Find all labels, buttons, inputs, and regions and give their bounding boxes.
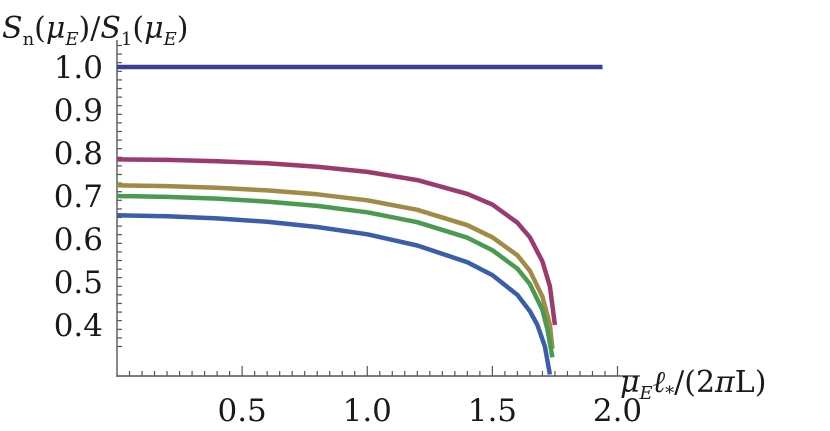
y-tick-label: 1.0 <box>54 50 103 86</box>
series-line-4 <box>116 213 553 375</box>
series-line-2 <box>116 183 555 349</box>
x-axis-label: μEℓ*/(2πL) <box>620 365 766 404</box>
y-ticks: 0.4 0.5 0.6 0.7 0.8 0.9 1.0 <box>54 44 122 348</box>
y-axis-label: Sn(μE)/S1(μE) <box>2 11 188 50</box>
y-tick-label: 0.8 <box>54 136 103 172</box>
y-tick-label: 0.9 <box>54 93 103 129</box>
series-line-1 <box>116 157 558 326</box>
series-line-3 <box>116 193 555 358</box>
y-tick-label: 0.4 <box>54 308 103 344</box>
series-layer <box>116 64 603 375</box>
x-tick-label: 1.0 <box>343 393 392 429</box>
x-tick-label: 0.5 <box>217 393 266 429</box>
y-tick-label: 0.7 <box>54 179 103 215</box>
y-tick-label: 0.5 <box>54 265 103 301</box>
x-ticks: 0.5 1.0 1.5 2.0 <box>128 366 642 429</box>
y-tick-label: 0.6 <box>54 222 103 258</box>
x-tick-label: 2.0 <box>593 393 642 429</box>
x-tick-label: 1.5 <box>468 393 517 429</box>
